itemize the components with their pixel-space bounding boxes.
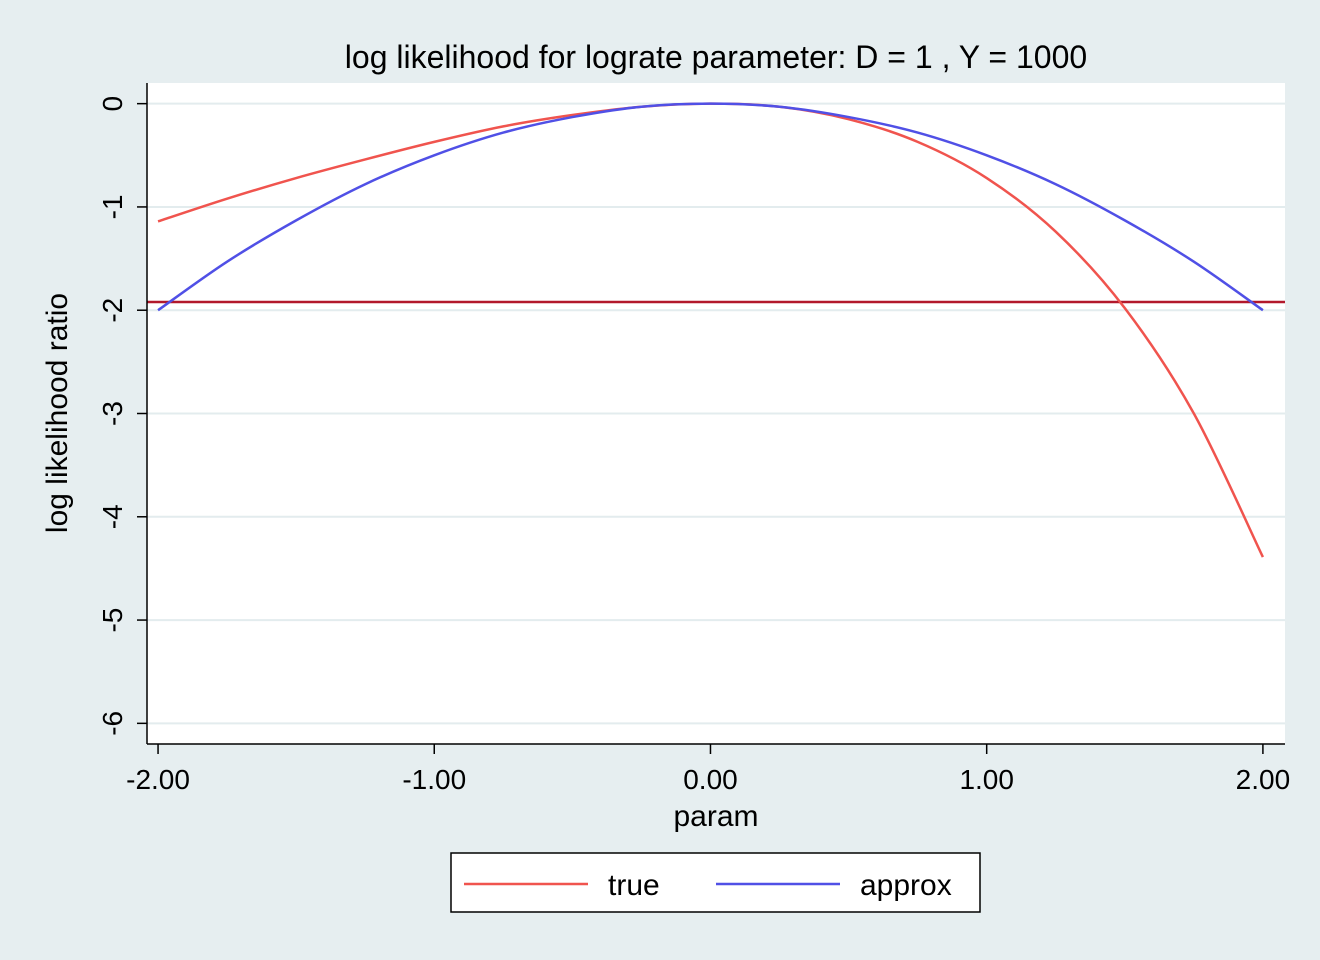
legend-box: [450, 852, 981, 913]
y-tick-label-6: -6: [97, 711, 128, 736]
y-tick-label-4: -4: [97, 504, 128, 529]
legend-label-approx: approx: [860, 869, 952, 902]
y-tick-label-2: -2: [97, 298, 128, 323]
x-tick-label-4: 2.00: [1236, 764, 1291, 795]
legend: true approx: [450, 852, 981, 913]
series-line-approx: [157, 102, 1264, 312]
y-axis-ticks: 0 -1 -2 -3 -4 -5 -6: [97, 96, 147, 736]
x-tick-label-2: 0.00: [683, 764, 738, 795]
gridlines: [147, 102, 1285, 725]
chart-title: log likelihood for lograte parameter: D …: [345, 39, 1087, 75]
x-axis-ticks: -2.00 -1.00 0.00 1.00 2.00: [126, 744, 1290, 795]
series-lines: [157, 102, 1265, 558]
x-tick-label-0: -2.00: [126, 764, 190, 795]
x-axis-label: param: [673, 800, 758, 833]
y-tick-label-3: -3: [97, 401, 128, 426]
y-tick-label-1: -1: [97, 194, 128, 219]
legend-label-true: true: [608, 869, 660, 902]
y-tick-label-5: -5: [97, 608, 128, 633]
y-axis-label: log likelihood ratio: [41, 293, 74, 533]
y-tick-label-0: 0: [97, 96, 128, 112]
x-tick-label-1: -1.00: [402, 764, 466, 795]
x-tick-label-3: 1.00: [959, 764, 1014, 795]
